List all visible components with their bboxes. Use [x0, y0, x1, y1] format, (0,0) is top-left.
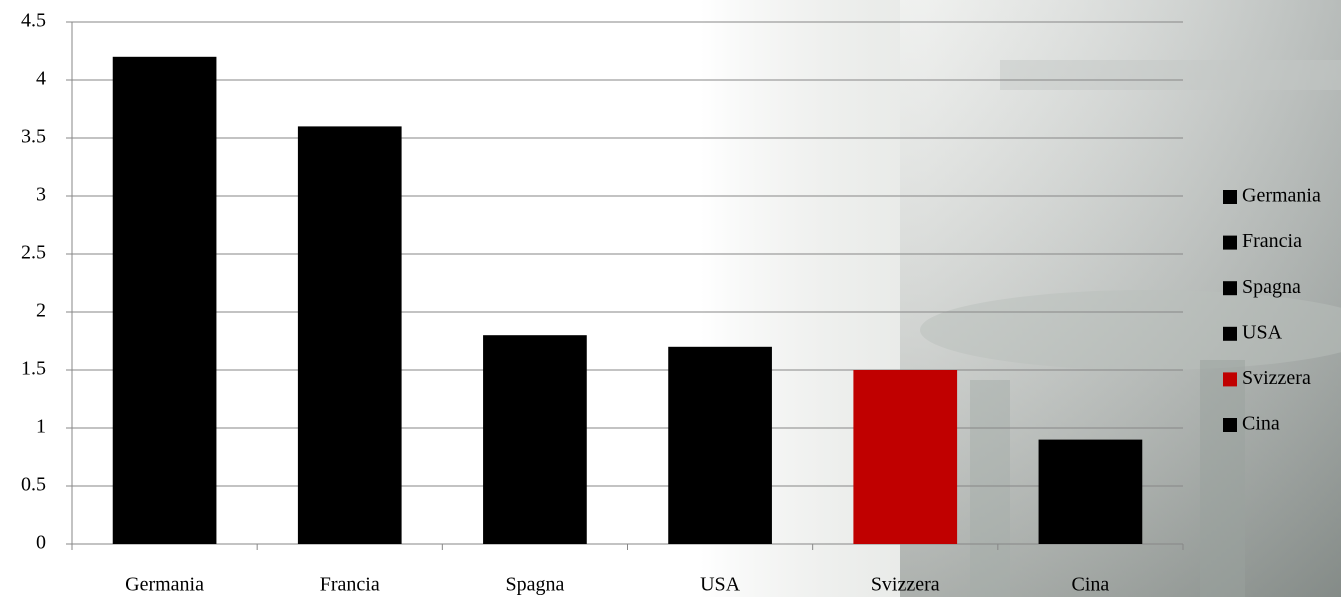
y-tick-label: 0.5	[21, 474, 46, 496]
x-tick-label: Germania	[125, 574, 204, 596]
legend-label: Germania	[1242, 185, 1321, 207]
x-tick-label: Cina	[1072, 574, 1110, 596]
x-tick-label: Francia	[320, 574, 380, 596]
y-tick-label: 3.5	[21, 126, 46, 148]
legend-swatch	[1223, 235, 1237, 250]
legend-swatch	[1223, 326, 1237, 341]
x-tick-label: Svizzera	[871, 574, 940, 596]
legend-label: USA	[1242, 321, 1283, 343]
legend-swatch	[1223, 372, 1237, 387]
y-tick-label: 4	[36, 68, 46, 90]
y-tick-label: 1.5	[21, 358, 46, 380]
legend-label: Cina	[1242, 413, 1280, 435]
legend-swatch	[1223, 418, 1237, 432]
legend-label: Francia	[1242, 230, 1302, 252]
y-tick-label: 2	[36, 300, 46, 322]
bar	[668, 346, 772, 544]
y-tick-label: 1	[36, 416, 46, 438]
bar	[1038, 439, 1143, 544]
bar	[297, 126, 402, 545]
y-tick-label: 4.5	[21, 10, 46, 32]
y-tick-label: 0	[36, 532, 46, 554]
background-photo	[700, 0, 1341, 597]
y-tick-label: 2.5	[21, 242, 46, 264]
legend-label: Svizzera	[1242, 367, 1311, 389]
bar	[483, 335, 587, 544]
legend-label: Spagna	[1242, 276, 1301, 298]
legend-swatch	[1223, 190, 1237, 204]
bar	[853, 370, 958, 544]
y-tick-label: 3	[36, 184, 46, 206]
bar	[112, 56, 217, 545]
x-tick-label: USA	[700, 574, 741, 596]
x-tick-label: Spagna	[505, 574, 564, 596]
legend-swatch	[1223, 281, 1237, 296]
